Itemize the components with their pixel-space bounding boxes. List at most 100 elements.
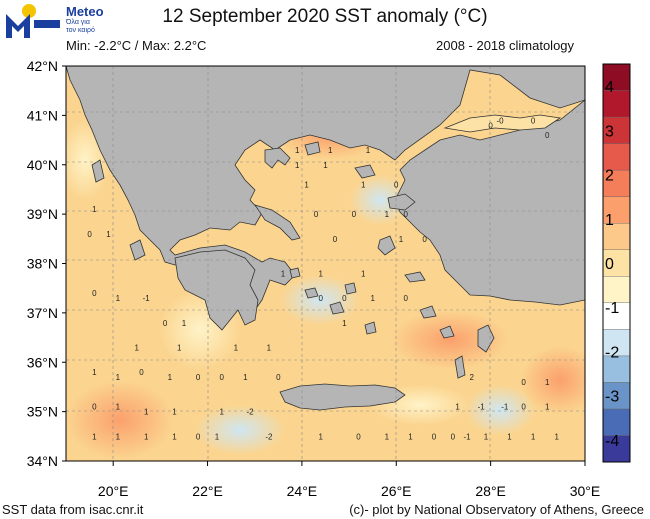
contour-label: 0 xyxy=(531,116,536,125)
lon-tick-label: 22°E xyxy=(192,483,223,499)
colorbar-tick-label: 2 xyxy=(605,168,614,185)
lat-tick-label: 36°N xyxy=(27,354,58,370)
logo-bar xyxy=(34,20,60,28)
marmara-sea xyxy=(443,114,562,133)
contour-label: -0 xyxy=(497,116,505,125)
contour-label: 0 xyxy=(403,294,408,303)
colorbar-bin xyxy=(602,276,631,303)
contour-label: 0 xyxy=(219,373,224,382)
chios xyxy=(377,235,396,256)
lat-tick-label: 35°N xyxy=(27,404,58,420)
contour-label: 1 xyxy=(361,181,366,190)
peloponnese xyxy=(174,249,259,331)
meteo-logo xyxy=(6,4,60,38)
colorbar xyxy=(602,63,631,463)
contour-label: 1 xyxy=(92,432,97,441)
contour-label: 1 xyxy=(116,373,121,382)
logo-m-mark xyxy=(6,14,30,38)
contour-label: 1 xyxy=(243,373,248,382)
colorbar-bin xyxy=(602,196,631,224)
colorbar-labels: 4 3 2 1 0 -1 -2 -3 -4 xyxy=(605,79,619,450)
contour-label: 1 xyxy=(172,432,177,441)
colorbar-tick-label: -1 xyxy=(605,300,619,317)
contour-label: 1 xyxy=(234,343,239,352)
climatology-label: 2008 - 2018 climatology xyxy=(436,38,575,53)
contour-label: 1 xyxy=(366,146,371,155)
contour-label: -1 xyxy=(501,403,509,412)
min-max-readout: Min: -2.2°C / Max: 2.2°C xyxy=(66,38,207,53)
contour-label: 1 xyxy=(106,230,111,239)
contour-label: 0 xyxy=(488,121,493,130)
contour-label: 1 xyxy=(144,408,149,417)
contour-label: 0 xyxy=(87,230,92,239)
contour-label: 0 xyxy=(342,294,347,303)
colorbar-bin xyxy=(602,382,631,410)
colorbar-tick-label: -2 xyxy=(605,344,619,361)
contour-label: 1 xyxy=(116,403,121,412)
contour-label: 0 xyxy=(276,373,281,382)
contour-label: 0 xyxy=(92,289,97,298)
colorbar-bin xyxy=(602,435,631,463)
colorbar-tick-label: 3 xyxy=(605,123,614,140)
contour-label: 1 xyxy=(399,235,404,244)
latitude-axis: 42°N 41°N 40°N 39°N 38°N 37°N 36°N 35°N 34°N xyxy=(27,58,66,469)
lat-tick-label: 38°N xyxy=(27,256,58,272)
contour-label: 1 xyxy=(408,432,413,441)
contour-label: 0 xyxy=(521,403,526,412)
anomaly-patch xyxy=(66,380,175,460)
contour-label: 1 xyxy=(323,161,328,170)
colorbar-bin xyxy=(602,90,631,118)
contour-label: 1 xyxy=(328,146,333,155)
contour-label: 1 xyxy=(281,269,286,278)
logo-tagline-line1: Όλα για xyxy=(66,19,90,26)
colorbar-bin xyxy=(602,222,631,250)
contour-label: 1 xyxy=(370,294,375,303)
corfu xyxy=(91,159,105,183)
anomaly-patch xyxy=(350,175,410,225)
contour-label: 1 xyxy=(92,205,97,214)
colorbar-bin xyxy=(602,408,631,436)
contour-label: 1 xyxy=(304,181,309,190)
contour-label: 1 xyxy=(116,432,121,441)
lon-tick-label: 30°E xyxy=(570,483,601,499)
contour-label: 1 xyxy=(385,210,390,219)
contour-label: 2 xyxy=(470,373,475,382)
contour-label: 0 xyxy=(432,432,437,441)
contour-label: -1 xyxy=(478,403,486,412)
colorbar-frame xyxy=(602,63,631,463)
contour-label: 0 xyxy=(545,131,550,140)
graticule xyxy=(66,66,585,461)
contour-label: 1 xyxy=(319,269,324,278)
contour-label: 1 xyxy=(545,403,550,412)
contour-label: 0 xyxy=(394,181,399,190)
contour-label: 1 xyxy=(215,432,220,441)
lon-tick-label: 20°E xyxy=(98,483,129,499)
land xyxy=(66,66,585,411)
contour-label: 0 xyxy=(319,294,324,303)
lon-tick-label: 24°E xyxy=(287,483,318,499)
contour-label: 1 xyxy=(385,432,390,441)
contour-label: 1 xyxy=(361,269,366,278)
chalkidiki xyxy=(264,147,291,169)
lat-tick-label: 34°N xyxy=(27,453,58,469)
contour-label: -2 xyxy=(265,432,273,441)
contour-label: -1 xyxy=(143,294,151,303)
crete xyxy=(279,383,406,411)
lesvos xyxy=(387,193,416,211)
contour-label: 0 xyxy=(314,210,319,219)
colorbar-tick-label: 0 xyxy=(605,256,614,273)
logo-wordmark: Meteo xyxy=(66,4,104,19)
contour-label: -1 xyxy=(463,432,471,441)
longitude-axis: 20°E 22°E 24°E 26°E 28°E 30°E xyxy=(98,461,600,499)
cyclades-island xyxy=(364,321,377,335)
contour-label: 0 xyxy=(163,319,168,328)
mainland-balkans xyxy=(66,66,585,311)
plot-credit: (c)- plot by National Observatory of Ath… xyxy=(349,502,644,517)
kefalonia xyxy=(129,239,146,261)
lon-tick-label: 28°E xyxy=(475,483,506,499)
contour-label: 0 xyxy=(403,210,408,219)
map-title: 12 September 2020 SST anomaly (°C) xyxy=(162,6,488,27)
contour-label: 1 xyxy=(182,319,187,328)
lat-tick-label: 37°N xyxy=(27,305,58,321)
